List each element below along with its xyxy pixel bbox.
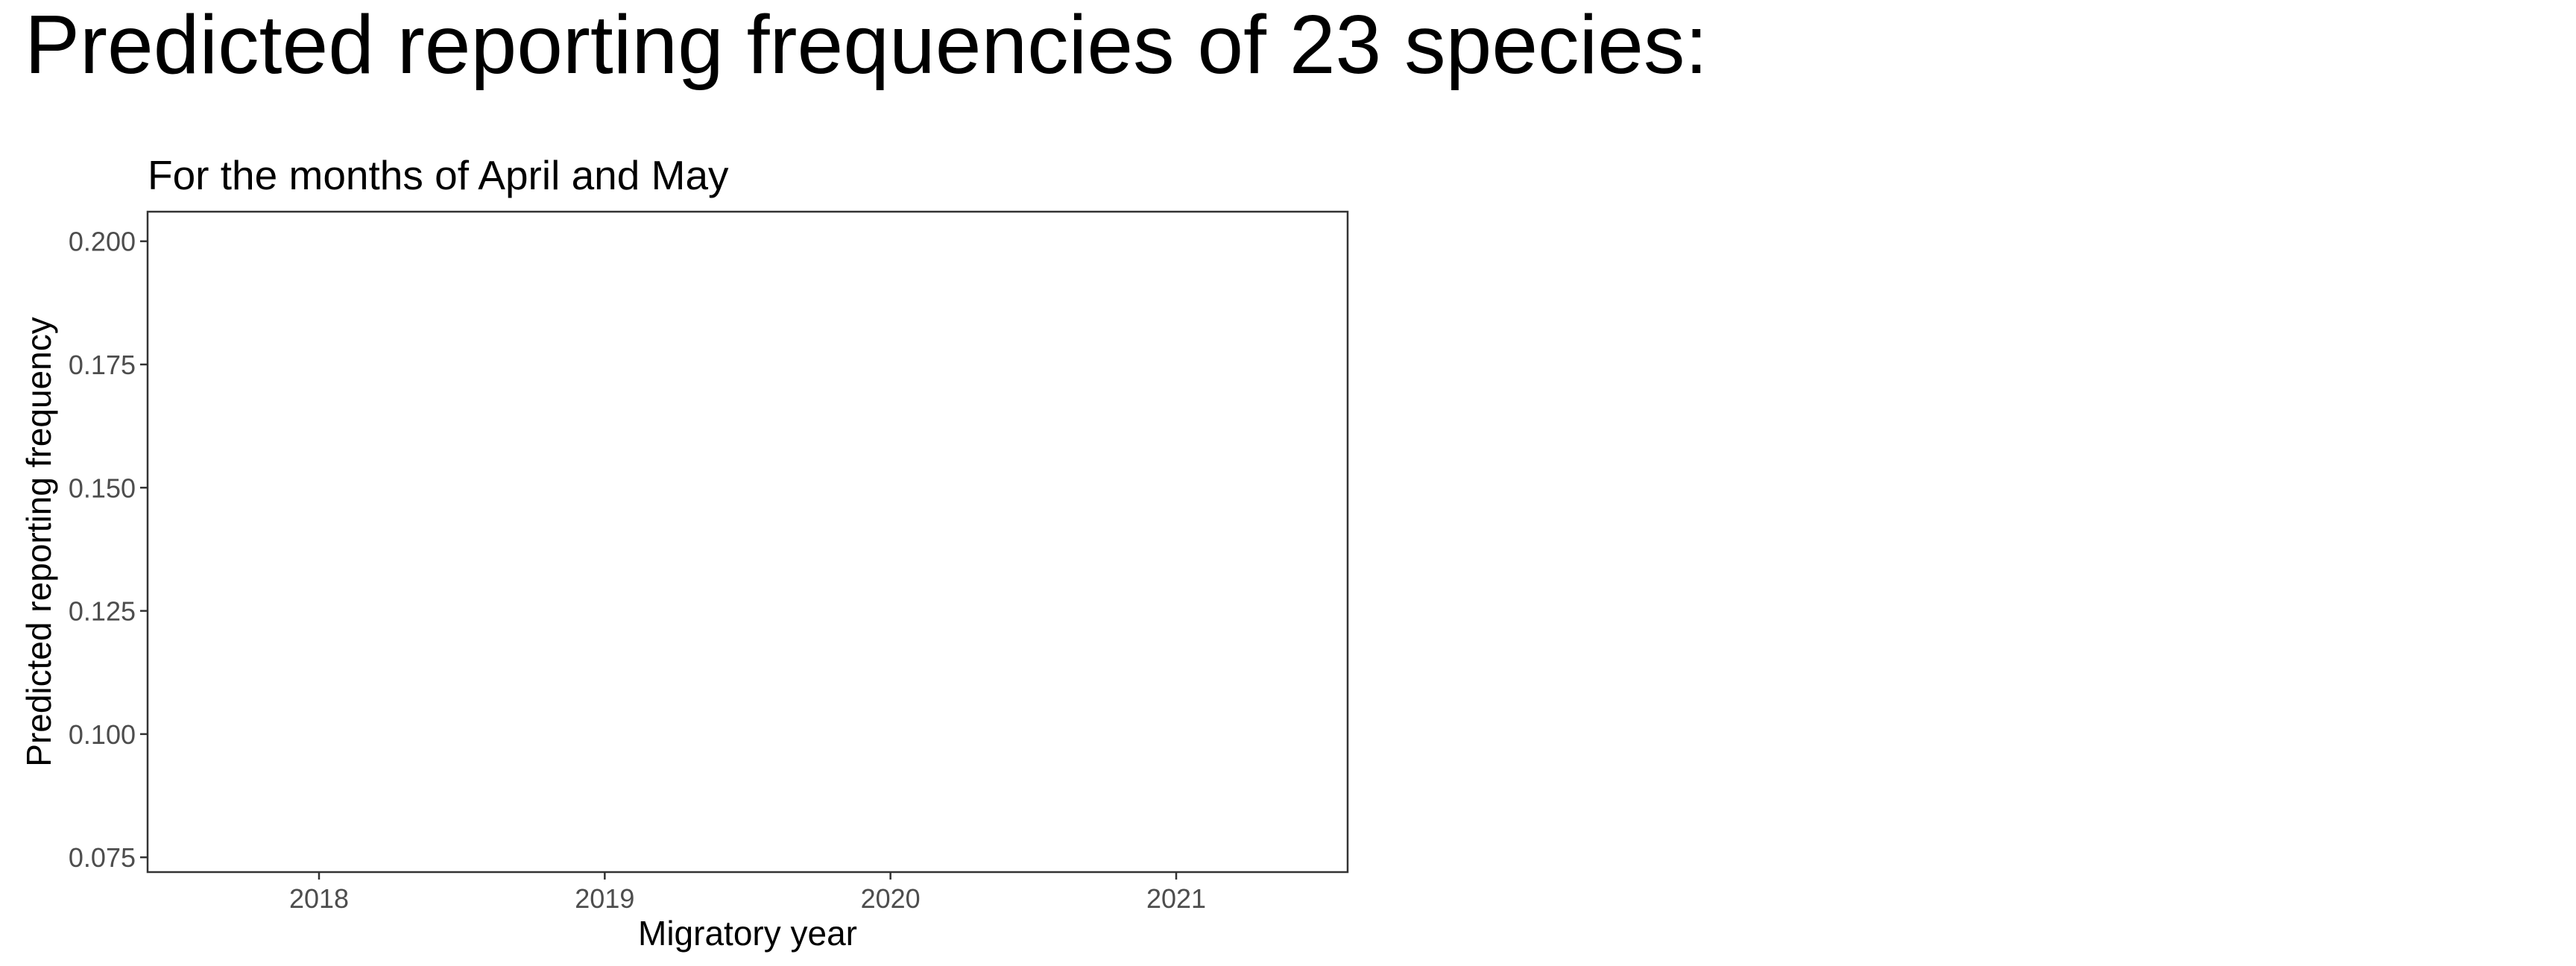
y-tick-label: 0.200 xyxy=(69,227,136,257)
page-title: Predicted reporting frequencies of 23 sp… xyxy=(25,0,1708,91)
y-tick-label: 0.175 xyxy=(69,350,136,380)
y-tick-label: 0.150 xyxy=(69,473,136,503)
chart-subtitle: For the months of April and May xyxy=(148,152,729,198)
x-tick-label: 2021 xyxy=(1146,883,1206,914)
y-tick-label: 0.075 xyxy=(69,842,136,873)
y-axis: 0.075 0.100 0.125 0.150 0.175 0.200 xyxy=(69,227,148,873)
y-axis-title: Predicted reporting frequency xyxy=(19,317,58,766)
x-tick-label: 2018 xyxy=(289,883,349,914)
x-axis: 2018 2019 2020 2021 xyxy=(289,872,1206,914)
x-tick-label: 2020 xyxy=(861,883,921,914)
y-tick-label: 0.125 xyxy=(69,596,136,627)
y-tick-label: 0.100 xyxy=(69,719,136,750)
x-tick-label: 2019 xyxy=(575,883,634,914)
x-axis-title: Migratory year xyxy=(638,914,857,953)
plot-panel xyxy=(146,210,1349,874)
